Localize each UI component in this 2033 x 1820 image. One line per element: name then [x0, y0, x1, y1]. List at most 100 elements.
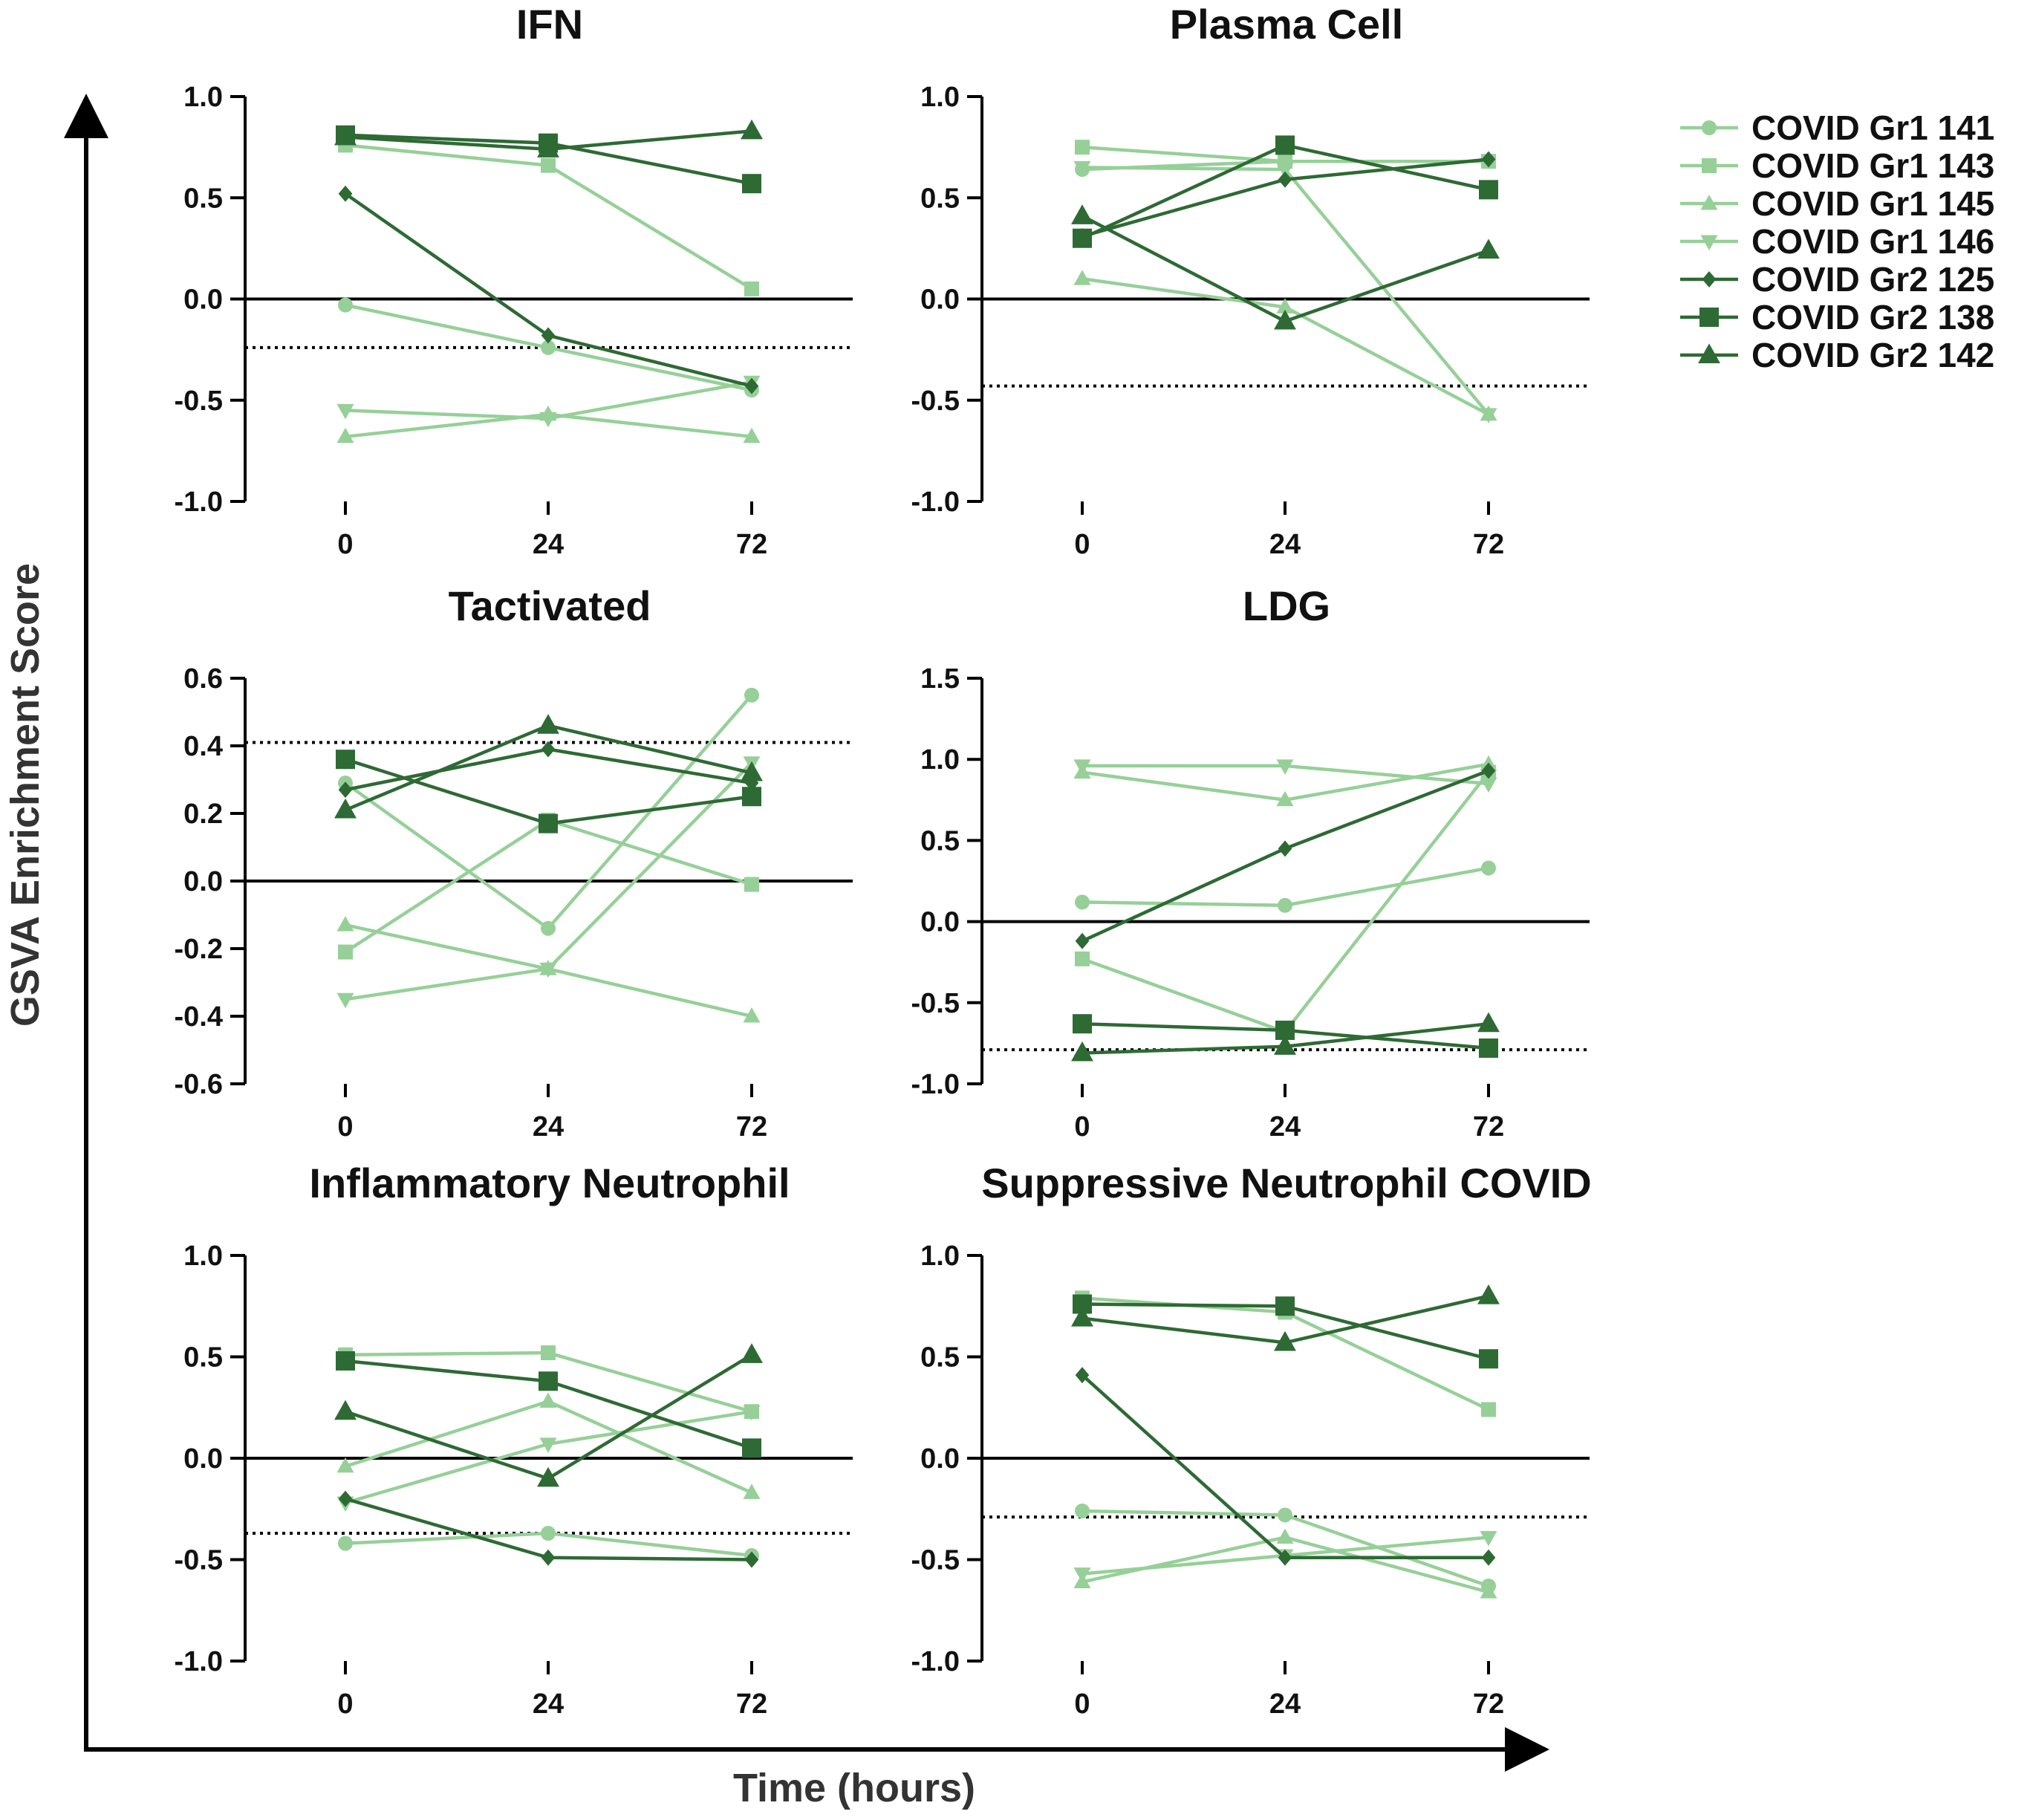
data-point-covid-gr2-138 — [336, 1351, 355, 1371]
data-point-covid-gr2-142 — [741, 761, 763, 781]
y-tick-label-ifn: -1.0 — [175, 487, 223, 518]
data-point-covid-gr2-142 — [1477, 1012, 1500, 1033]
data-point-covid-gr2-142 — [1274, 1035, 1296, 1055]
data-point-covid-gr2-138 — [1479, 1038, 1498, 1058]
series-line-covid-gr1-146 — [1081, 166, 1490, 416]
series-covid-gr1-146-ldg — [1073, 759, 1497, 793]
legend-label-covid-gr1-141: COVID Gr1 141 — [1751, 108, 1994, 147]
data-point-covid-gr1-145 — [1276, 298, 1294, 313]
y-tick-label-ldg: -0.5 — [911, 988, 960, 1019]
series-covid-gr1-145-inflammatory-neutrophil — [336, 1392, 761, 1499]
data-point-covid-gr1-141 — [338, 1535, 353, 1551]
data-point-covid-gr2-138 — [742, 1438, 761, 1458]
legend-label-covid-gr1-146: COVID Gr1 146 — [1751, 222, 1994, 261]
y-tick-label-plasma-cell: 0.5 — [920, 183, 960, 214]
data-point-covid-gr1-145 — [1480, 1583, 1497, 1599]
data-point-covid-gr1-145 — [336, 427, 354, 443]
y-tick-label-suppressive-neutrophil-covid: 0.5 — [920, 1342, 960, 1374]
data-point-covid-gr2-138 — [1479, 1349, 1498, 1369]
data-point-covid-gr2-142 — [1477, 1284, 1500, 1304]
data-point-covid-gr2-138 — [1275, 135, 1295, 155]
y-tick-label-inflammatory-neutrophil: 1.0 — [183, 1241, 223, 1272]
panel-title-suppressive-neutrophil-covid: Suppressive Neutrophil COVID — [981, 1160, 1592, 1206]
y-tick-label-tactivated: -0.6 — [175, 1069, 223, 1100]
data-point-covid-gr1-145 — [1276, 790, 1294, 807]
data-point-covid-gr1-146 — [1276, 163, 1294, 179]
data-point-covid-gr2-125 — [1075, 932, 1090, 949]
x-tick-label-ifn: 24 — [533, 529, 564, 560]
series-covid-gr2-142-tactivated — [334, 714, 763, 819]
series-covid-gr2-125-ldg — [1075, 762, 1496, 949]
data-point-covid-gr2-142 — [334, 798, 357, 819]
legend-item-covid-gr1-141: COVID Gr1 141 — [1680, 108, 1994, 147]
data-point-covid-gr2-125 — [1481, 1549, 1496, 1566]
data-point-covid-gr1-143 — [541, 157, 556, 173]
legend-marker-covid-gr2-142 — [1698, 343, 1720, 364]
panel-tactivated: Tactivated -0.6 -0.4 -0.2 0.0 0.2 0.4 0.6 0 24 72 — [175, 582, 853, 1143]
data-point-covid-gr2-142 — [1274, 309, 1296, 330]
legend-label-covid-gr2-142: COVID Gr2 142 — [1751, 336, 1994, 374]
x-tick-label-suppressive-neutrophil-covid: 72 — [1473, 1689, 1504, 1720]
data-point-covid-gr2-125 — [338, 1490, 353, 1507]
data-point-covid-gr2-138 — [539, 1371, 558, 1391]
data-point-covid-gr2-125 — [1481, 762, 1496, 779]
data-point-covid-gr1-143 — [744, 877, 759, 892]
data-point-covid-gr2-125 — [338, 781, 353, 799]
legend-label-covid-gr1-143: COVID Gr1 143 — [1751, 146, 1994, 185]
legend-marker-covid-gr2-125 — [1702, 271, 1717, 287]
data-point-covid-gr2-142 — [741, 1343, 763, 1363]
data-point-covid-gr1-146 — [336, 403, 354, 420]
legend-label-covid-gr1-145: COVID Gr1 145 — [1751, 184, 1994, 223]
data-point-covid-gr1-146 — [336, 992, 354, 1009]
y-tick-label-inflammatory-neutrophil: 0.5 — [183, 1342, 223, 1374]
y-tick-label-ldg: -1.0 — [911, 1069, 960, 1100]
x-tick-label-plasma-cell: 72 — [1473, 529, 1504, 560]
data-point-covid-gr1-143 — [1075, 951, 1090, 966]
y-tick-label-tactivated: 0.2 — [183, 799, 223, 830]
data-point-covid-gr2-125 — [744, 377, 759, 394]
x-tick-label-tactivated: 0 — [337, 1111, 353, 1143]
x-tick-label-ifn: 72 — [736, 529, 767, 560]
data-point-covid-gr2-138 — [1073, 228, 1092, 248]
y-tick-label-tactivated: 0.0 — [183, 866, 223, 897]
x-tick-label-tactivated: 72 — [736, 1111, 767, 1143]
data-point-covid-gr1-141 — [338, 297, 353, 313]
panel-title-inflammatory-neutrophil: Inflammatory Neutrophil — [309, 1160, 790, 1206]
data-point-covid-gr1-145 — [336, 1457, 354, 1473]
data-point-covid-gr2-125 — [1481, 151, 1496, 168]
legend-marker-covid-gr1-145 — [1700, 195, 1718, 210]
legend-item-covid-gr2-138: COVID Gr2 138 — [1680, 298, 1994, 337]
y-tick-label-ldg: 0.5 — [920, 825, 960, 857]
data-point-covid-gr1-143 — [541, 1345, 556, 1361]
data-point-covid-gr1-145 — [336, 916, 354, 932]
panel-ifn: IFN -1.0 -0.5 0.0 0.5 1.0 0 24 72 — [175, 1, 853, 560]
panel-title-plasma-cell: Plasma Cell — [1170, 1, 1403, 48]
series-covid-gr1-143-ifn — [338, 137, 759, 296]
data-point-covid-gr1-141 — [1075, 1503, 1090, 1518]
series-covid-gr2-125-suppressive-neutrophil-covid — [1075, 1367, 1496, 1566]
y-tick-label-tactivated: 0.4 — [183, 731, 223, 762]
data-point-covid-gr2-142 — [1477, 238, 1500, 259]
y-tick-label-plasma-cell: 1.0 — [920, 82, 960, 113]
x-tick-label-ldg: 72 — [1473, 1111, 1504, 1143]
x-tick-label-tactivated: 24 — [533, 1111, 564, 1143]
series-covid-gr1-146-plasma-cell — [1073, 160, 1497, 423]
data-point-covid-gr2-142 — [537, 714, 559, 734]
data-point-covid-gr2-138 — [539, 813, 558, 833]
y-tick-label-ifn: 0.0 — [183, 285, 223, 316]
data-point-covid-gr2-142 — [1071, 1307, 1093, 1327]
y-tick-label-plasma-cell: 0.0 — [920, 285, 960, 316]
legend-item-covid-gr1-143: COVID Gr1 143 — [1680, 146, 1994, 185]
data-point-covid-gr1-141 — [1075, 894, 1090, 910]
y-tick-label-inflammatory-neutrophil: 0.0 — [183, 1443, 223, 1475]
panel-inflammatory-neutrophil: Inflammatory Neutrophil -1.0 -0.5 0.0 0.5 1.0… — [175, 1160, 853, 1720]
legend-item-covid-gr1-145: COVID Gr1 145 — [1680, 184, 1994, 223]
series-covid-gr2-142-inflammatory-neutrophil — [334, 1343, 763, 1487]
data-point-covid-gr1-146 — [743, 1405, 761, 1421]
data-point-covid-gr2-142 — [334, 125, 357, 146]
data-point-covid-gr1-141 — [744, 687, 759, 703]
panel-title-ifn: IFN — [516, 1, 583, 48]
series-covid-gr2-142-suppressive-neutrophil-covid — [1071, 1284, 1500, 1351]
data-point-covid-gr1-141 — [1481, 860, 1496, 876]
